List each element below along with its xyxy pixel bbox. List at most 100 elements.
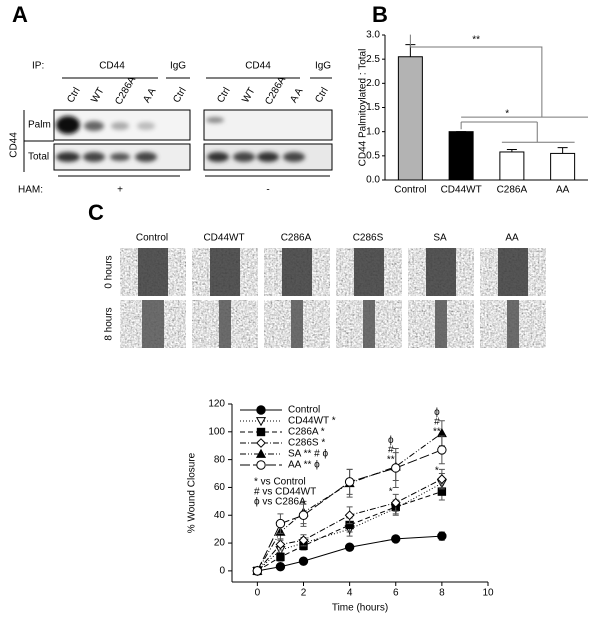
point [252, 566, 263, 576]
annotation: * [389, 486, 393, 497]
point [391, 463, 401, 473]
lane-label: WT [240, 86, 257, 105]
series-line [256, 432, 443, 572]
row-label: Total [28, 152, 49, 163]
group-label: CD44 [245, 61, 271, 72]
x-tick-label: AA [556, 185, 570, 196]
annotation: ϕ [434, 407, 440, 418]
row-label: 0 hours [104, 255, 115, 288]
group-label: IgG [315, 61, 331, 72]
lane-label: Ctrl [215, 86, 232, 105]
ham-value: + [117, 185, 123, 196]
column-label: C286S [353, 233, 384, 244]
wound-gap [354, 248, 384, 296]
x-tick-label: CD44WT [441, 185, 482, 196]
y-axis-label: CD44 Palmitoylated : Total [358, 49, 369, 167]
series-line [257, 491, 443, 572]
panel-label: B [372, 2, 388, 27]
footnote: # vs CD44WT [254, 487, 316, 498]
ham-label: HAM: [18, 185, 43, 196]
ip-label: IP: [32, 61, 44, 72]
legend-label: SA ** # ϕ [288, 449, 328, 460]
lane-label: WT [89, 86, 106, 105]
y-axis-label: % Wound Closure [187, 452, 198, 533]
legend-marker [256, 438, 266, 448]
annotation: ** [472, 35, 480, 46]
y-tick-label: 0.5 [366, 150, 380, 161]
annotation: * [435, 465, 439, 476]
legend-label: C286A * [288, 427, 325, 438]
panel-label: A [12, 2, 28, 27]
blot [53, 109, 333, 171]
lane-label: A A [288, 86, 305, 105]
wound-gap [282, 248, 312, 296]
point [275, 518, 286, 529]
lane-label: Ctrl [171, 86, 188, 105]
wound-gap [426, 248, 456, 296]
y-tick-label: 80 [214, 454, 226, 465]
point [298, 556, 309, 566]
bar [550, 152, 576, 181]
wound-gap [142, 300, 164, 348]
legend-marker [256, 405, 266, 415]
lane-label: C286A [113, 75, 138, 107]
lane-label: C286A [263, 75, 288, 107]
lane-label: Ctrl [313, 86, 330, 105]
wound-gap [435, 300, 447, 348]
lane-labels: Ctrl WT C286A A A Ctrl Ctrl WT C286A A A… [65, 75, 330, 107]
point [437, 445, 447, 455]
y-tick-label: 1.5 [366, 102, 380, 113]
y-tick-label: 0.0 [366, 175, 380, 186]
point [275, 539, 286, 550]
point [275, 562, 286, 572]
lane-label: A A [141, 86, 158, 105]
legend-label: CD44WT * [288, 416, 336, 427]
legend-marker [255, 417, 267, 427]
bar [448, 131, 474, 181]
point [344, 542, 355, 552]
y-tick-label: 60 [214, 482, 226, 493]
bar [499, 151, 525, 181]
error-bar [557, 147, 568, 154]
x-tick-label: 10 [482, 588, 494, 599]
group-label: CD44 [99, 61, 125, 72]
annotation: ** [433, 426, 441, 437]
point [298, 510, 309, 520]
y-tick-label: 2.0 [366, 78, 380, 89]
y-tick-label: 120 [208, 399, 225, 410]
legend-label: AA ** ϕ [288, 460, 320, 471]
point [344, 477, 355, 487]
point [298, 535, 309, 546]
x-tick-label: Control [394, 185, 426, 196]
legend-marker [255, 448, 267, 458]
x-tick-label: C286A [497, 185, 528, 196]
wound-gap [507, 300, 519, 348]
side-label: CD44 [9, 132, 20, 158]
x-tick-label: 6 [393, 588, 399, 599]
series-line [256, 478, 443, 572]
wound-gap [219, 300, 231, 348]
group-lines [58, 77, 332, 177]
point [391, 534, 401, 544]
series-line [257, 535, 442, 572]
x-tick-label: 0 [255, 588, 261, 599]
wound-gap [363, 300, 375, 348]
footnote: ϕ vs C286A [254, 497, 306, 508]
wound-gap [138, 248, 168, 296]
wound-gap [210, 248, 240, 296]
wound-images: Control CD44WT C286A C286S SA AA 0 hours 8 hour… [104, 233, 546, 348]
bracket [460, 121, 575, 143]
bar [397, 56, 423, 181]
annotation: ϕ [388, 435, 394, 446]
column-label: SA [433, 233, 447, 244]
row-label: Palm [28, 120, 51, 131]
y-tick-label: 40 [214, 510, 226, 521]
point [344, 510, 355, 521]
group-label: IgG [170, 61, 186, 72]
annotation: # [434, 417, 440, 428]
column-label: Control [136, 233, 168, 244]
y-tick-label: 20 [214, 538, 226, 549]
annotation: * [505, 109, 509, 120]
annotation: ** [387, 454, 395, 465]
wound-gap [498, 248, 528, 296]
